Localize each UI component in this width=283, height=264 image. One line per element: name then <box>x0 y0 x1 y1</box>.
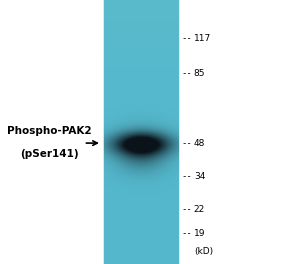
Text: 48: 48 <box>194 139 205 148</box>
Text: 117: 117 <box>194 34 211 43</box>
Text: 85: 85 <box>194 69 205 78</box>
Text: (pSer141): (pSer141) <box>20 149 79 159</box>
Text: (kD): (kD) <box>194 247 213 256</box>
Text: --: -- <box>181 34 192 43</box>
Text: 22: 22 <box>194 205 205 214</box>
Text: --: -- <box>181 139 192 148</box>
Text: 34: 34 <box>194 172 205 181</box>
Text: --: -- <box>181 172 192 181</box>
Text: Phospho-PAK2: Phospho-PAK2 <box>7 126 92 136</box>
Text: 19: 19 <box>194 229 205 238</box>
Text: --: -- <box>181 229 192 238</box>
Text: --: -- <box>181 69 192 78</box>
Text: --: -- <box>181 205 192 214</box>
